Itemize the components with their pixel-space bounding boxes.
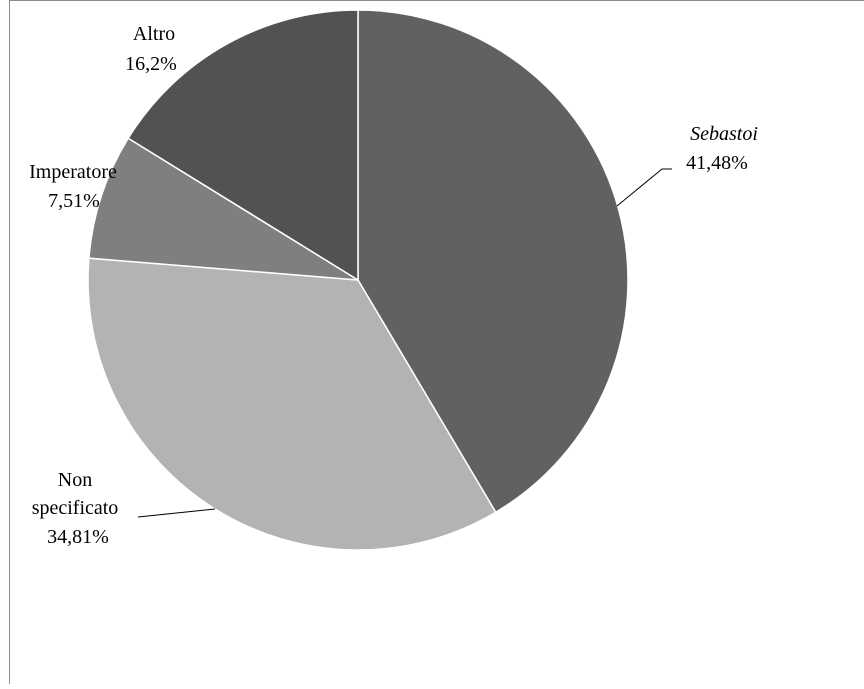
data-label-non-specificato-name: Non specificato	[32, 469, 119, 519]
data-label-non-specificato-value: 34,81%	[47, 526, 109, 548]
leader-line-sebastoi	[617, 169, 672, 206]
data-label-non-specificato-line2: specificato	[32, 497, 119, 519]
data-label-imperatore-name: Imperatore	[29, 161, 117, 183]
leader-line-non-specificato	[138, 509, 215, 517]
data-label-non-specificato-line1: Non	[58, 469, 92, 491]
slices-layer	[88, 10, 628, 550]
data-label-sebastoi-value: 41,48%	[686, 152, 748, 174]
data-label-sebastoi-name: Sebastoi	[690, 123, 758, 145]
data-label-altro-value: 16,2%	[125, 53, 177, 75]
data-label-imperatore-value: 7,51%	[48, 190, 100, 212]
data-label-altro-name: Altro	[133, 23, 175, 45]
